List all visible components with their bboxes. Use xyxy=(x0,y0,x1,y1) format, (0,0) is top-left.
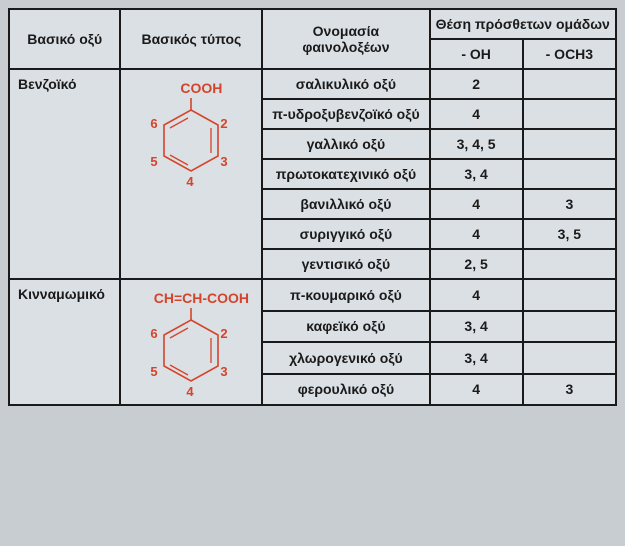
table-row: Βενζοϊκό COOH 2 3 4 5 6 σαλικυλικό οξύ2 xyxy=(9,69,616,99)
structure-top-label: CH=CH-COOH xyxy=(154,290,249,306)
oh-position: 3, 4 xyxy=(430,159,523,189)
compound-name: γεντισικό οξύ xyxy=(262,249,429,279)
acid-name-cell: Βενζοϊκό xyxy=(9,69,120,279)
compound-name: φερουλικό οξύ xyxy=(262,374,429,406)
och3-position xyxy=(523,249,616,279)
phenolic-acids-table: Βασικό οξύ Βασικός τύπος Ονομασία φαινολ… xyxy=(8,8,617,406)
compound-name: καφεϊκό οξύ xyxy=(262,311,429,343)
oh-position: 4 xyxy=(430,189,523,219)
structure-cell: COOH 2 3 4 5 6 xyxy=(120,69,262,279)
compound-name: χλωρογενικό οξύ xyxy=(262,342,429,374)
oh-position: 3, 4 xyxy=(430,311,523,343)
compound-name: σαλικυλικό οξύ xyxy=(262,69,429,99)
oh-position: 2 xyxy=(430,69,523,99)
header-oh: - OH xyxy=(430,39,523,69)
header-name: Ονομασία φαινολοξέων xyxy=(262,9,429,69)
ring-pos-4: 4 xyxy=(186,174,193,189)
ring-pos-2: 2 xyxy=(220,326,227,341)
ring-pos-4: 4 xyxy=(186,384,193,399)
oh-position: 4 xyxy=(430,99,523,129)
och3-position: 3 xyxy=(523,374,616,406)
och3-position xyxy=(523,342,616,374)
och3-position: 3 xyxy=(523,189,616,219)
compound-name: γαλλικό οξύ xyxy=(262,129,429,159)
ring-pos-2: 2 xyxy=(220,116,227,131)
ring-pos-6: 6 xyxy=(150,326,157,341)
table-row: Κινναμωμικό CH=CH-COOH 2 3 4 5 6 π-κουμα… xyxy=(9,279,616,311)
ring-pos-5: 5 xyxy=(150,154,157,169)
compound-name: πρωτοκατεχινικό οξύ xyxy=(262,159,429,189)
compound-name: π-υδροξυβενζοϊκό οξύ xyxy=(262,99,429,129)
ring-pos-3: 3 xyxy=(220,364,227,379)
och3-position xyxy=(523,99,616,129)
benzene-ring-icon: 2 3 4 5 6 xyxy=(146,308,236,398)
och3-position xyxy=(523,159,616,189)
benzene-ring-icon: 2 3 4 5 6 xyxy=(146,98,236,188)
oh-position: 4 xyxy=(430,374,523,406)
compound-name: βανιλλικό οξύ xyxy=(262,189,429,219)
ring-pos-6: 6 xyxy=(150,116,157,131)
structure-top-label: COOH xyxy=(180,80,222,96)
och3-position xyxy=(523,279,616,311)
och3-position xyxy=(523,129,616,159)
header-och3: - OCH3 xyxy=(523,39,616,69)
och3-position xyxy=(523,69,616,99)
structure-cell: CH=CH-COOH 2 3 4 5 6 xyxy=(120,279,262,405)
header-basic-acid: Βασικό οξύ xyxy=(9,9,120,69)
header-basic-type: Βασικός τύπος xyxy=(120,9,262,69)
compound-name: π-κουμαρικό οξύ xyxy=(262,279,429,311)
och3-position xyxy=(523,311,616,343)
oh-position: 2, 5 xyxy=(430,249,523,279)
oh-position: 4 xyxy=(430,219,523,249)
compound-name: συριγγικό οξύ xyxy=(262,219,429,249)
oh-position: 4 xyxy=(430,279,523,311)
oh-position: 3, 4 xyxy=(430,342,523,374)
header-group-position: Θέση πρόσθετων ομάδων xyxy=(430,9,617,39)
oh-position: 3, 4, 5 xyxy=(430,129,523,159)
ring-pos-5: 5 xyxy=(150,364,157,379)
acid-name-cell: Κινναμωμικό xyxy=(9,279,120,405)
och3-position: 3, 5 xyxy=(523,219,616,249)
ring-pos-3: 3 xyxy=(220,154,227,169)
